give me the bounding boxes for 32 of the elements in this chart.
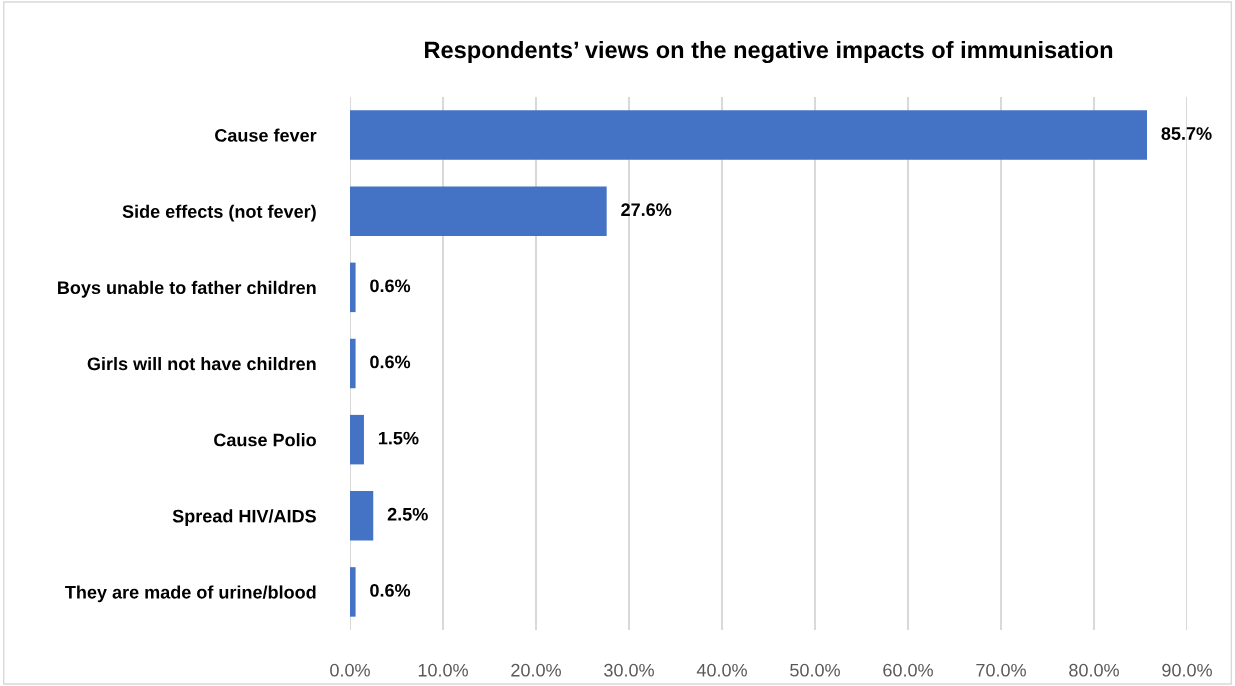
y-tick-label: Girls will not have children (87, 356, 316, 371)
bar (350, 414, 364, 465)
bar (350, 491, 374, 541)
data-label: 1.5% (378, 431, 419, 445)
x-tick-label: 0.0% (330, 663, 370, 677)
x-tick-label: 50.0% (790, 663, 840, 677)
data-label: 0.6% (370, 355, 411, 369)
x-tick-label: 90.0% (1162, 663, 1212, 677)
data-label: 0.6% (370, 583, 411, 597)
bar (350, 567, 356, 617)
x-tick-label: 80.0% (1069, 663, 1119, 677)
x-tick-label: 70.0% (976, 663, 1026, 677)
x-tick-label: 10.0% (418, 663, 468, 677)
y-tick-label: They are made of urine/blood (65, 585, 316, 603)
data-label: 85.7% (1161, 127, 1212, 140)
x-tick-label: 20.0% (511, 663, 561, 677)
y-tick-label: Cause Polio (214, 433, 316, 447)
chart-title: Respondents’ views on the negative impacts of immunisation (425, 40, 1113, 64)
bar (350, 262, 356, 313)
data-label: 27.6% (621, 203, 672, 217)
data-label: 0.6% (370, 279, 411, 293)
bar (350, 338, 356, 389)
x-tick-label: 30.0% (604, 663, 654, 677)
bar (350, 110, 1148, 160)
x-tick-label: 40.0% (696, 663, 747, 677)
x-tick-label: 60.0% (883, 663, 933, 677)
y-tick-label: Boys unable to father children (58, 280, 316, 298)
y-tick-label: Cause fever (215, 128, 317, 142)
y-tick-label: Spread HIV/AIDS (172, 509, 316, 527)
bar (350, 186, 607, 236)
data-label: 2.5% (387, 507, 428, 521)
y-tick-label: Side effects (not fever) (122, 204, 316, 222)
